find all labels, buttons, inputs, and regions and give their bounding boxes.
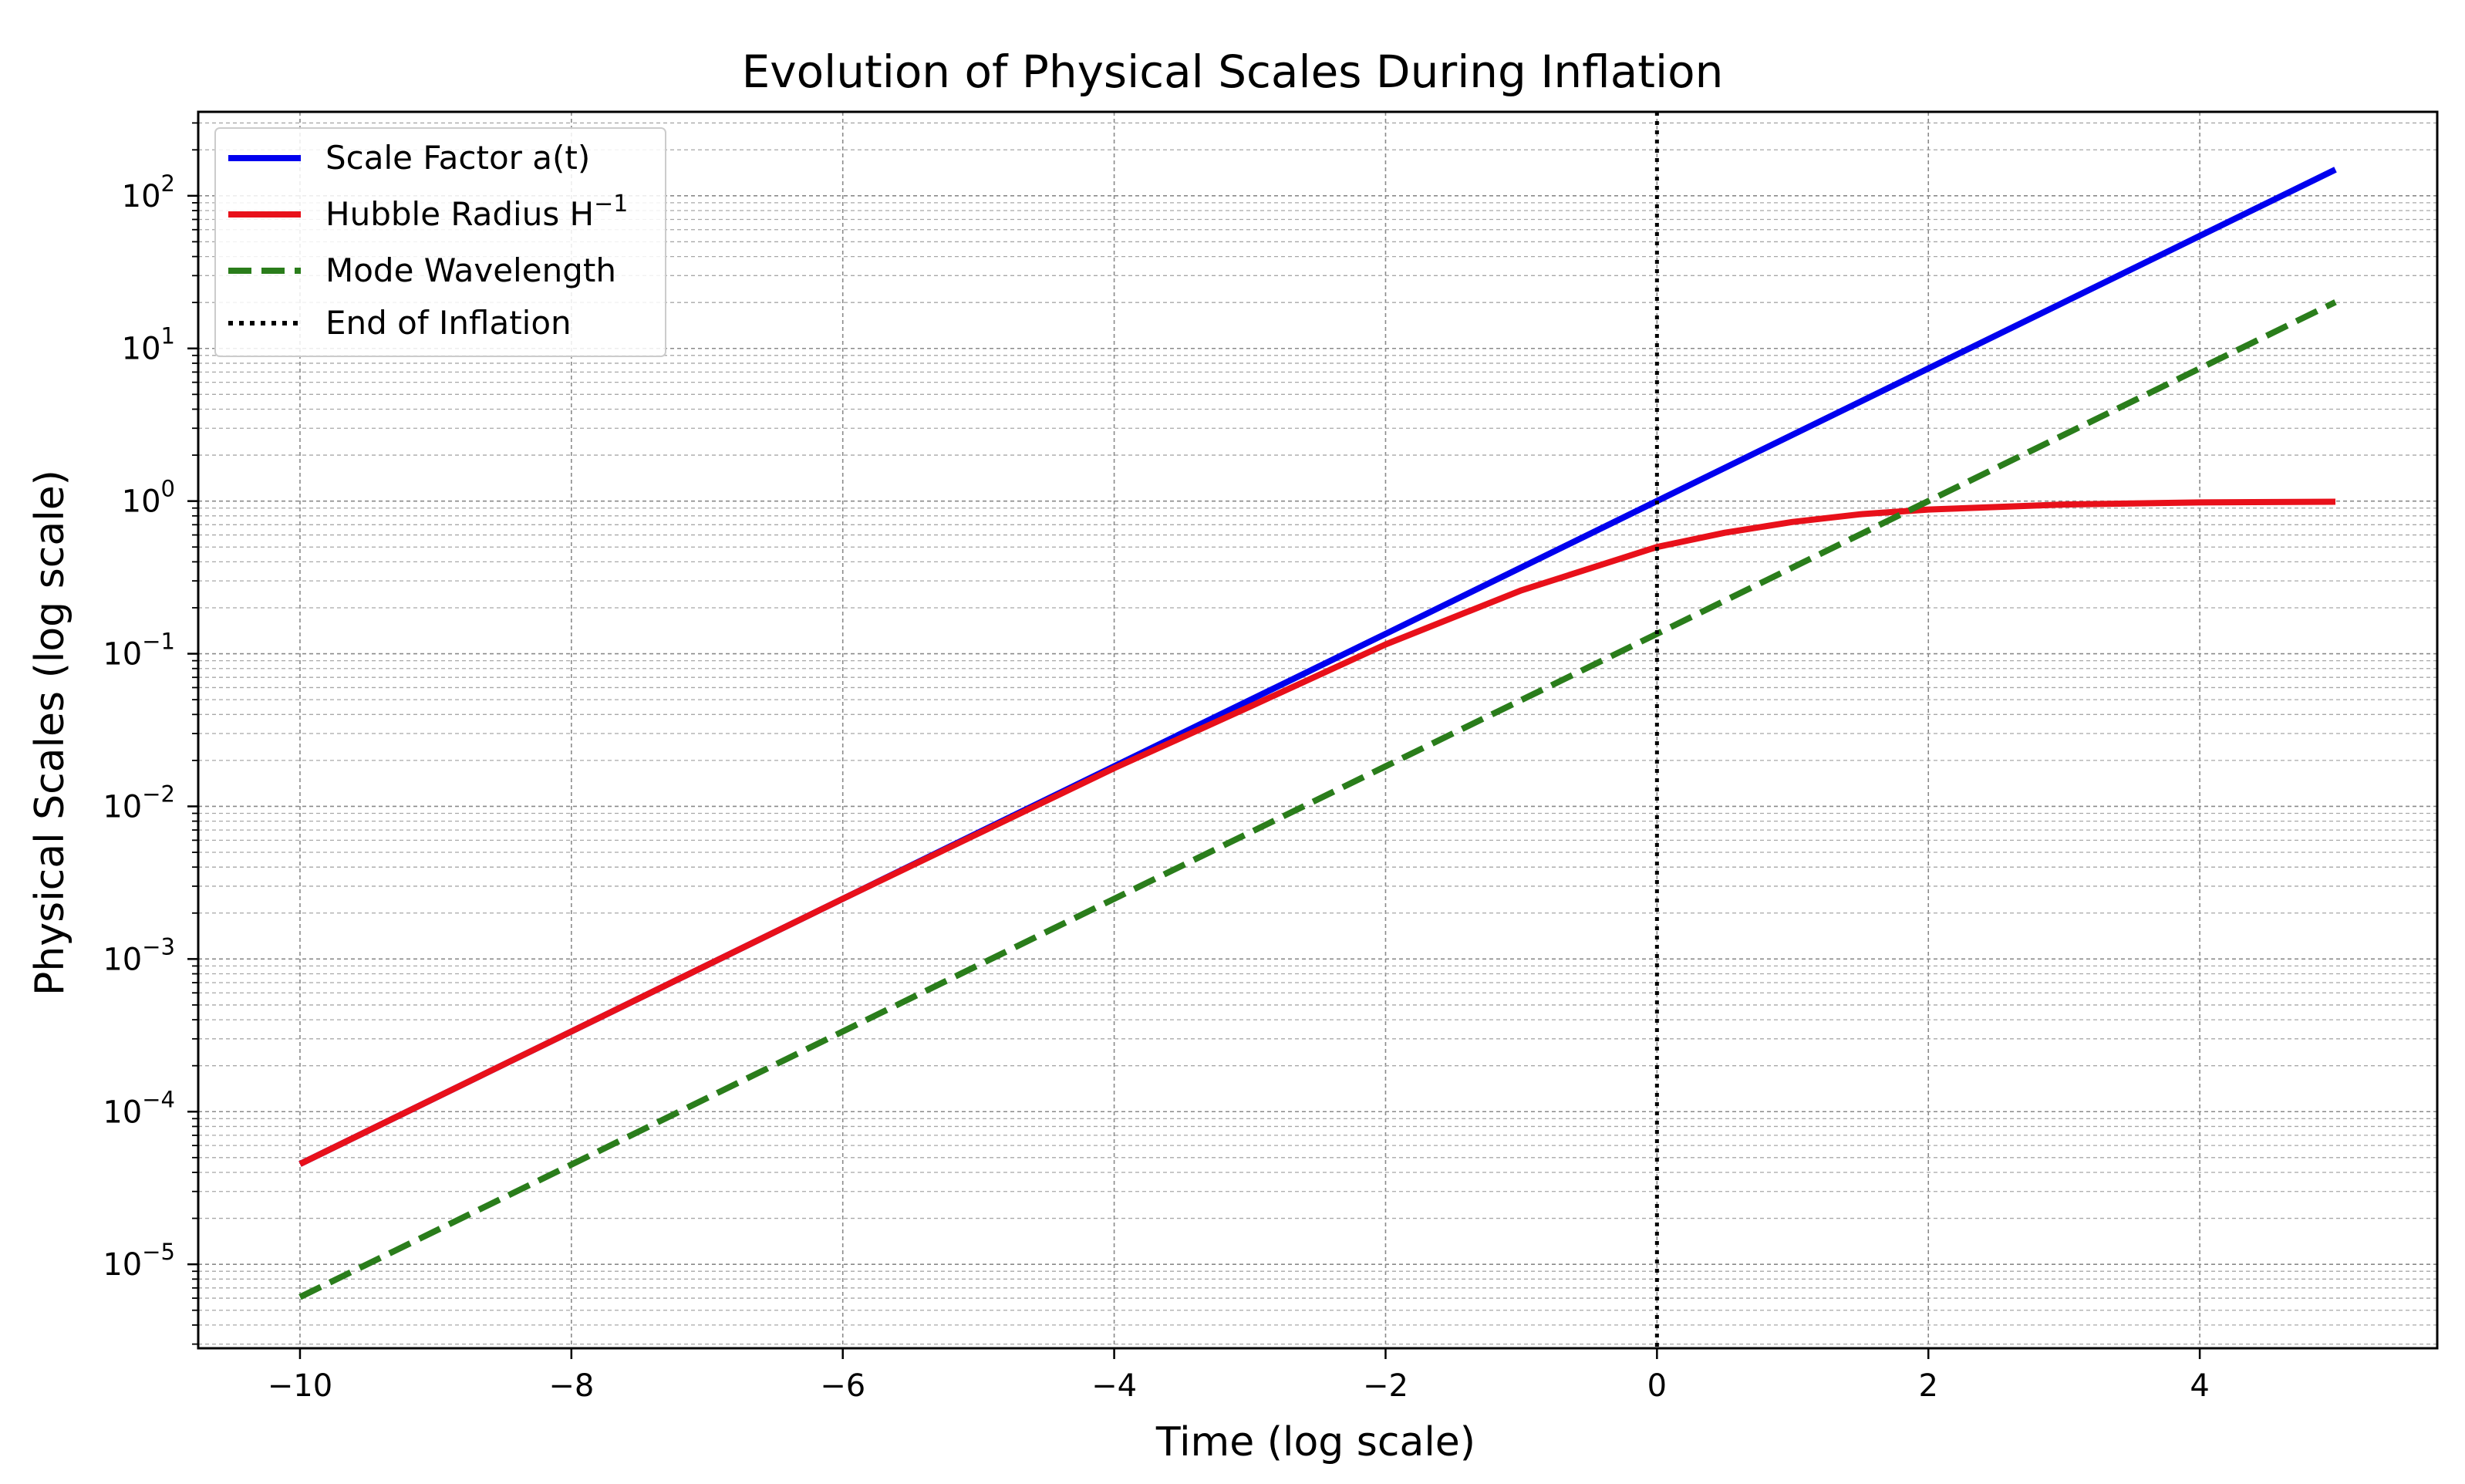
x-tick-label: 4 bbox=[2190, 1368, 2209, 1404]
grid bbox=[198, 112, 2437, 1348]
legend: Scale Factor a(t) Hubble Radius H−1 Mode W… bbox=[214, 127, 666, 357]
x-tick-label: −8 bbox=[548, 1368, 594, 1404]
x-tick-label: −6 bbox=[820, 1368, 865, 1404]
y-axis-label: Physical Scales (log scale) bbox=[27, 470, 73, 996]
x-tick-label: −2 bbox=[1363, 1368, 1408, 1404]
x-tick-label: −10 bbox=[268, 1368, 332, 1404]
y-tick-label: 10−1 bbox=[103, 629, 175, 673]
x-tick-label: −4 bbox=[1091, 1368, 1137, 1404]
y-tick-label: 10−2 bbox=[103, 781, 175, 825]
x-axis-label: Time (log scale) bbox=[1155, 1419, 1475, 1465]
y-tick-label: 102 bbox=[122, 170, 175, 214]
x-tick-label: 0 bbox=[1647, 1368, 1667, 1404]
plot-frame bbox=[197, 110, 2439, 1350]
legend-label-2: Hubble Radius H−1 bbox=[325, 191, 628, 233]
x-tick-label: 2 bbox=[1919, 1368, 1938, 1404]
y-tick-label: 10−4 bbox=[103, 1086, 175, 1130]
y-tick-label: 100 bbox=[122, 476, 175, 520]
legend-label-1: Scale Factor a(t) bbox=[325, 139, 590, 177]
legend-label-4: End of Inflation bbox=[325, 304, 572, 342]
y-tick-label: 10−5 bbox=[103, 1239, 175, 1283]
y-tick-label: 101 bbox=[122, 323, 175, 367]
legend-label-3: Mode Wavelength bbox=[325, 251, 616, 289]
axis-ticks: −10 −8 −6 −4 −2 0 2 4 10−5 10−4 10−3 10−2 10−1 100 101… bbox=[103, 122, 2210, 1404]
series-layer bbox=[298, 112, 2337, 1348]
series-line-3 bbox=[298, 299, 2337, 1300]
legend-box bbox=[214, 127, 666, 357]
y-tick-label: 10−3 bbox=[103, 933, 175, 977]
chart-title: Evolution of Physical Scales During Infl… bbox=[742, 46, 1724, 98]
